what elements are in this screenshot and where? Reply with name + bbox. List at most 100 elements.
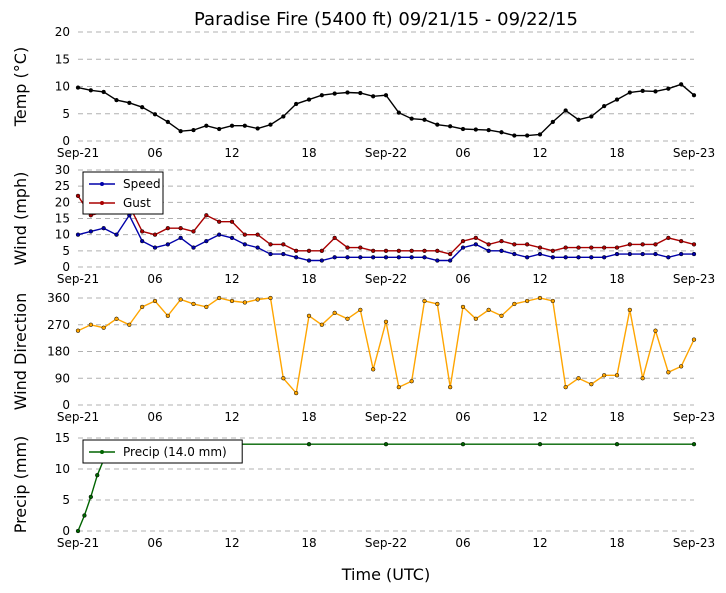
data-point <box>563 108 568 113</box>
x-tick-label: Sep-21 <box>57 410 99 424</box>
panel-wind: 0 5 10 15 20 25 30 Sep-21 06 12 18 Sep-22 06 12 18 Sep-… <box>11 163 715 286</box>
data-point <box>486 127 491 133</box>
data-point <box>460 442 466 447</box>
data-point <box>460 238 466 244</box>
data-point <box>268 251 273 257</box>
data-point <box>614 245 620 250</box>
data-point <box>448 385 453 390</box>
data-point <box>191 245 196 250</box>
data-point <box>140 229 145 234</box>
data-point <box>473 242 478 247</box>
y-tick-label: 5 <box>62 493 70 507</box>
data-point <box>666 235 671 241</box>
x-tick-label: 18 <box>301 146 316 160</box>
data-point <box>550 298 555 304</box>
chart-panels: 0 5 10 15 20 Sep-21 06 12 18 Sep-22 06 12 18 Sep-23 Te… <box>11 25 715 550</box>
data-point <box>614 97 620 102</box>
data-point <box>152 112 158 117</box>
y-tick-label: 0 <box>62 524 70 538</box>
data-point <box>383 248 389 253</box>
x-tick-label: 06 <box>455 146 470 160</box>
x-tick-label: Sep-23 <box>673 272 715 286</box>
data-point <box>88 229 93 234</box>
data-point <box>229 235 235 241</box>
data-point <box>204 238 209 244</box>
data-point <box>358 307 363 313</box>
data-point <box>537 295 543 301</box>
data-point <box>409 255 414 260</box>
data-point <box>95 473 100 478</box>
data-point <box>576 376 581 381</box>
data-point <box>319 322 324 327</box>
data-point <box>306 248 312 253</box>
data-point <box>383 442 389 447</box>
x-tick-label: Sep-23 <box>673 410 715 424</box>
y-tick-label: 0 <box>62 260 70 274</box>
data-point <box>242 232 247 237</box>
data-point <box>75 528 81 534</box>
data-point <box>242 300 247 305</box>
data-point <box>537 442 543 447</box>
data-point <box>396 255 401 260</box>
data-point <box>499 238 504 244</box>
data-point <box>499 130 504 135</box>
data-point <box>268 242 273 247</box>
data-point <box>473 127 478 132</box>
data-point <box>563 245 568 250</box>
x-tick-label: Sep-22 <box>365 272 407 286</box>
data-point <box>255 126 260 131</box>
data-point <box>281 242 286 247</box>
data-point <box>525 255 530 260</box>
panel-wind-direction: 0 90 180 270 360 Sep-21 06 12 18 Sep-22 06 12 18 Sep-… <box>11 291 715 424</box>
data-point <box>537 132 543 137</box>
data-point <box>640 251 645 257</box>
series-line-temperature <box>77 83 695 137</box>
y-tick-label: 25 <box>55 179 70 193</box>
data-point <box>101 325 106 330</box>
data-point <box>666 370 671 375</box>
x-tick-label: 12 <box>532 272 547 286</box>
data-point <box>332 255 337 260</box>
data-point <box>448 251 453 257</box>
data-point <box>319 248 324 253</box>
data-point <box>525 242 530 247</box>
x-tick-label: 18 <box>609 410 624 424</box>
series-line-wind-direction <box>77 297 695 395</box>
data-point <box>191 229 196 234</box>
data-point <box>666 255 671 260</box>
data-point <box>576 245 581 250</box>
y-tick-label: 20 <box>55 25 70 39</box>
data-point <box>101 226 106 231</box>
data-point <box>294 101 299 107</box>
data-point <box>653 242 658 247</box>
x-axis-label: Time (UTC) <box>341 565 430 584</box>
y-tick-label: 0 <box>62 398 70 412</box>
x-tick-label: Sep-23 <box>673 146 715 160</box>
data-point <box>460 245 466 250</box>
data-point <box>640 376 645 381</box>
x-tick-label: 18 <box>301 536 316 550</box>
panel-precipitation: 0 5 10 15 Sep-21 06 12 18 Sep-22 06 12 18 Sep-23 Prec… <box>11 431 715 550</box>
data-point <box>294 390 299 396</box>
data-point <box>602 255 607 260</box>
data-point <box>88 494 93 500</box>
data-point <box>614 251 620 257</box>
x-tick-label: Sep-22 <box>365 410 407 424</box>
data-point <box>460 126 466 132</box>
x-tick-label: Sep-22 <box>365 536 407 550</box>
data-point <box>486 307 491 313</box>
data-point <box>563 385 568 390</box>
y-tick-label: 15 <box>55 212 70 226</box>
data-point <box>242 242 247 247</box>
data-point <box>306 442 312 447</box>
data-point <box>589 255 594 260</box>
data-point <box>653 328 658 333</box>
data-point <box>178 297 183 302</box>
data-point <box>229 123 235 128</box>
x-tick-label: 12 <box>532 410 547 424</box>
data-point <box>691 337 697 342</box>
data-point <box>294 255 299 260</box>
data-point <box>165 226 170 231</box>
data-point <box>255 232 260 237</box>
